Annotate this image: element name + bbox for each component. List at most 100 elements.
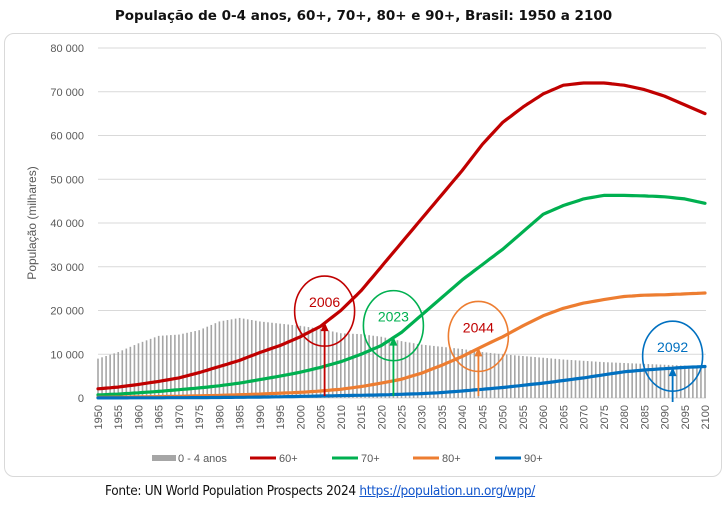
x-tick-label: 2070 bbox=[579, 405, 591, 429]
bar bbox=[465, 349, 468, 398]
bar bbox=[250, 320, 253, 398]
bar bbox=[117, 352, 120, 398]
bar bbox=[688, 365, 690, 398]
y-tick-label: 40 000 bbox=[50, 218, 84, 230]
bar bbox=[352, 333, 354, 398]
x-tick-label: 2065 bbox=[558, 405, 570, 429]
legend-item: 90+ bbox=[495, 453, 543, 465]
annotation-arrowhead bbox=[389, 336, 398, 346]
bar bbox=[453, 348, 455, 398]
bar bbox=[230, 319, 233, 398]
legend-label: 60+ bbox=[279, 453, 298, 465]
x-tick-label: 1970 bbox=[174, 405, 186, 429]
annotations: 2006 2023 2044 2092 bbox=[293, 275, 704, 402]
bar bbox=[267, 322, 269, 398]
bar bbox=[186, 332, 188, 398]
bar bbox=[700, 366, 702, 398]
y-tick-label: 80 000 bbox=[50, 43, 84, 55]
bar bbox=[226, 320, 229, 398]
bar bbox=[165, 335, 168, 398]
bar bbox=[659, 364, 662, 398]
y-axis-label: População (milhares) bbox=[25, 166, 39, 279]
bar bbox=[218, 321, 221, 398]
bar bbox=[586, 361, 589, 398]
bar bbox=[550, 358, 553, 398]
x-tick-label: 1995 bbox=[275, 405, 287, 429]
bar bbox=[340, 333, 342, 398]
bar bbox=[283, 324, 285, 398]
bar bbox=[388, 338, 391, 398]
bar bbox=[631, 363, 633, 398]
bar bbox=[408, 342, 411, 398]
bar bbox=[287, 324, 289, 398]
bar bbox=[149, 338, 152, 398]
x-axis-ticks: 1950 1955 1960 1965 1970 1975 1980 1985 1990 1995… bbox=[93, 405, 712, 429]
bar bbox=[594, 361, 597, 398]
bar bbox=[542, 357, 544, 398]
legend-label: 0 - 4 anos bbox=[178, 453, 227, 465]
bar bbox=[194, 331, 196, 398]
legend-label: 80+ bbox=[442, 453, 461, 465]
bar bbox=[675, 365, 678, 398]
bar bbox=[412, 343, 415, 398]
bar bbox=[97, 358, 99, 398]
bar bbox=[493, 353, 496, 398]
bar bbox=[489, 352, 492, 398]
bar bbox=[627, 363, 629, 398]
x-tick-label: 2020 bbox=[376, 405, 388, 429]
bar bbox=[433, 345, 435, 398]
bar bbox=[356, 333, 358, 398]
series-line-80plus bbox=[96, 291, 707, 399]
bar bbox=[400, 341, 403, 398]
annotation-arrowhead bbox=[668, 367, 677, 377]
y-tick-label: 0 bbox=[78, 393, 84, 405]
bar bbox=[145, 340, 148, 398]
legend-label: 70+ bbox=[361, 453, 380, 465]
series-line-90plus bbox=[96, 364, 707, 400]
bar bbox=[611, 362, 613, 398]
bar bbox=[704, 366, 706, 398]
bar bbox=[344, 333, 346, 398]
bar bbox=[481, 352, 484, 398]
source-link[interactable]: https://population.un.org/wpp/ bbox=[359, 483, 536, 499]
bar bbox=[526, 356, 528, 398]
bar bbox=[105, 356, 107, 398]
bar bbox=[315, 328, 318, 398]
bar bbox=[299, 325, 302, 398]
bar bbox=[125, 348, 128, 398]
legend-label: 90+ bbox=[524, 453, 543, 465]
x-tick-label: 2050 bbox=[498, 405, 510, 429]
legend-item: 80+ bbox=[413, 453, 461, 465]
x-tick-label: 1985 bbox=[235, 405, 247, 429]
bar bbox=[429, 345, 431, 398]
bar bbox=[214, 323, 217, 398]
bar bbox=[271, 322, 273, 398]
bar bbox=[291, 324, 294, 398]
legend-item: 60+ bbox=[250, 453, 298, 465]
bar bbox=[696, 366, 698, 398]
bar bbox=[457, 348, 459, 398]
bar bbox=[174, 334, 176, 398]
bar bbox=[372, 335, 374, 398]
bar bbox=[319, 328, 322, 398]
legend: 0 - 4 anos 60+ 70+ 80+ 90+ bbox=[152, 453, 543, 465]
bar bbox=[485, 352, 488, 398]
bar bbox=[530, 356, 532, 398]
bar bbox=[295, 325, 298, 398]
bar bbox=[679, 365, 682, 398]
bar bbox=[509, 354, 512, 398]
annotation-2023: 2023 bbox=[362, 289, 425, 396]
bar bbox=[198, 330, 200, 398]
bar bbox=[603, 362, 605, 398]
y-tick-label: 70 000 bbox=[50, 87, 84, 99]
x-tick-label: 1980 bbox=[214, 405, 226, 429]
x-tick-label: 2005 bbox=[316, 405, 328, 429]
bar bbox=[437, 346, 439, 398]
bar bbox=[667, 364, 670, 398]
x-tick-label: 2075 bbox=[599, 405, 611, 429]
bar bbox=[170, 335, 172, 398]
bar bbox=[514, 355, 516, 398]
y-tick-label: 50 000 bbox=[50, 174, 84, 186]
annotation-2092: 2092 bbox=[641, 320, 704, 402]
bar bbox=[623, 363, 625, 398]
